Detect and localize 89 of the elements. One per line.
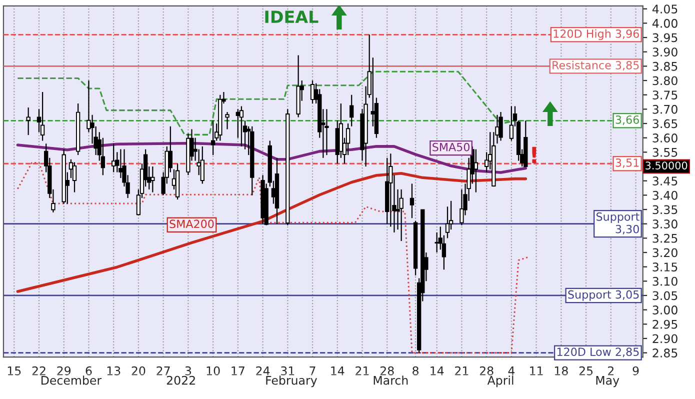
candlestick bbox=[350, 94, 354, 127]
x-tick-label: 11 bbox=[530, 366, 543, 376]
x-tick-label: 27 bbox=[156, 366, 170, 376]
candlestick bbox=[310, 80, 315, 104]
candlestick bbox=[112, 143, 116, 173]
x-tick-label: 6 bbox=[86, 366, 92, 376]
annotation: IDEAL bbox=[265, 10, 318, 23]
ref-line-label: 120D Low 2,85 bbox=[557, 348, 639, 358]
x-tick-label: 7 bbox=[310, 366, 316, 376]
candlestick bbox=[410, 183, 414, 219]
candlestick bbox=[40, 91, 45, 142]
x-tick-label: 3 bbox=[185, 366, 191, 376]
candlestick bbox=[150, 166, 155, 193]
x-tick-label: 15 bbox=[8, 366, 21, 376]
y-tick-label: 3.40 bbox=[652, 190, 678, 200]
x-tick-label: 25 bbox=[579, 366, 593, 376]
candlestick bbox=[434, 232, 439, 254]
y-tick-label: 3.65 bbox=[652, 119, 678, 128]
candlestick bbox=[239, 106, 244, 147]
y-tick-label: 3.80 bbox=[652, 76, 678, 86]
y-tick-label: 3.85 bbox=[652, 62, 678, 71]
x-tick-label: 17 bbox=[232, 366, 244, 376]
x-tick-label: 20 bbox=[132, 366, 146, 376]
y-tick-label: 2.90 bbox=[652, 334, 678, 344]
x-tick-label: 28 bbox=[380, 366, 394, 376]
x-tick-label: 21 bbox=[455, 366, 468, 376]
candlestick bbox=[200, 146, 204, 184]
y-tick-label: 3.70 bbox=[652, 104, 678, 114]
y-tick-label: 3.95 bbox=[652, 33, 678, 42]
y-tick-label: 2.85 bbox=[652, 348, 678, 358]
x2-tick-label: December bbox=[42, 376, 102, 385]
ref-line-label: 3,51 bbox=[616, 158, 639, 168]
series-label: SMA200 bbox=[170, 220, 214, 228]
candlestick bbox=[118, 148, 123, 179]
ref-line-label: 120D High 3,96 bbox=[554, 29, 639, 40]
x-tick-label: 8 bbox=[412, 366, 418, 376]
ref-line-label: 3,66 bbox=[616, 115, 639, 125]
y-tick-label: 3.00 bbox=[652, 306, 678, 314]
candlestick bbox=[498, 111, 503, 142]
x2-tick-label: March bbox=[374, 376, 408, 385]
x-tick-label: 24 bbox=[256, 366, 270, 376]
y-tick-label: 3.60 bbox=[652, 134, 678, 142]
x-tick-label: 9 bbox=[632, 366, 639, 376]
x-tick-label: 2 bbox=[608, 366, 614, 376]
y-tick-label: 3.75 bbox=[652, 90, 678, 100]
y-tick-label: 3.35 bbox=[652, 205, 678, 214]
line-series bbox=[16, 162, 530, 354]
candlestick bbox=[72, 162, 77, 193]
y-tick-label: 3.15 bbox=[652, 262, 678, 272]
ref-line-label: Support 3,30 bbox=[596, 212, 640, 234]
x-tick-label: 21 bbox=[356, 366, 369, 376]
line-series bbox=[16, 172, 528, 293]
x-tick-label: 18 bbox=[554, 366, 568, 376]
y-tick-label: 3.25 bbox=[652, 234, 678, 243]
candlestick bbox=[324, 108, 329, 156]
x2-tick-label: 2022 bbox=[166, 376, 195, 385]
candlestick bbox=[26, 106, 30, 136]
candlestick bbox=[474, 148, 478, 193]
x2-tick-label: April bbox=[487, 376, 514, 388]
annotation: ! bbox=[532, 146, 536, 164]
x-tick-label: 22 bbox=[32, 366, 46, 376]
y-tick-label: 3.20 bbox=[652, 248, 678, 258]
ref-line-label: Support 3,05 bbox=[568, 290, 639, 301]
y-tick-label: 3.30 bbox=[652, 220, 678, 228]
y-tick-label: 3.90 bbox=[652, 48, 678, 56]
y-tick-label: 3.45 bbox=[652, 176, 678, 186]
series-label: SMA50 bbox=[432, 142, 470, 152]
x-tick-label: 10 bbox=[206, 366, 220, 376]
x2-tick-label: May bbox=[596, 376, 620, 388]
y-tick-label: 3.10 bbox=[652, 276, 678, 286]
y-tick-label: 3.05 bbox=[652, 291, 678, 300]
y-tick-label: 3.55 bbox=[652, 148, 678, 157]
ref-line-label: Resistance 3,85 bbox=[552, 60, 639, 71]
x2-tick-label: February bbox=[266, 376, 318, 388]
candlestick bbox=[225, 111, 230, 130]
y-tick-label: 4.05 bbox=[652, 4, 678, 14]
text: 3.50000 bbox=[646, 162, 688, 170]
x-tick-label: 29 bbox=[57, 366, 71, 376]
candlestick bbox=[399, 188, 404, 242]
y-tick-label: 2.95 bbox=[652, 320, 678, 329]
x-tick-label: 4 bbox=[508, 366, 515, 376]
x-tick-label: 31 bbox=[281, 366, 294, 376]
x-tick-label: 14 bbox=[430, 366, 444, 376]
candlestick bbox=[509, 106, 514, 142]
candlestick bbox=[210, 120, 216, 156]
x-tick-label: 14 bbox=[331, 366, 344, 376]
x-tick-label: 13 bbox=[107, 366, 120, 376]
x-tick-label: 28 bbox=[480, 366, 494, 376]
y-tick-label: 4.00 bbox=[652, 18, 678, 28]
